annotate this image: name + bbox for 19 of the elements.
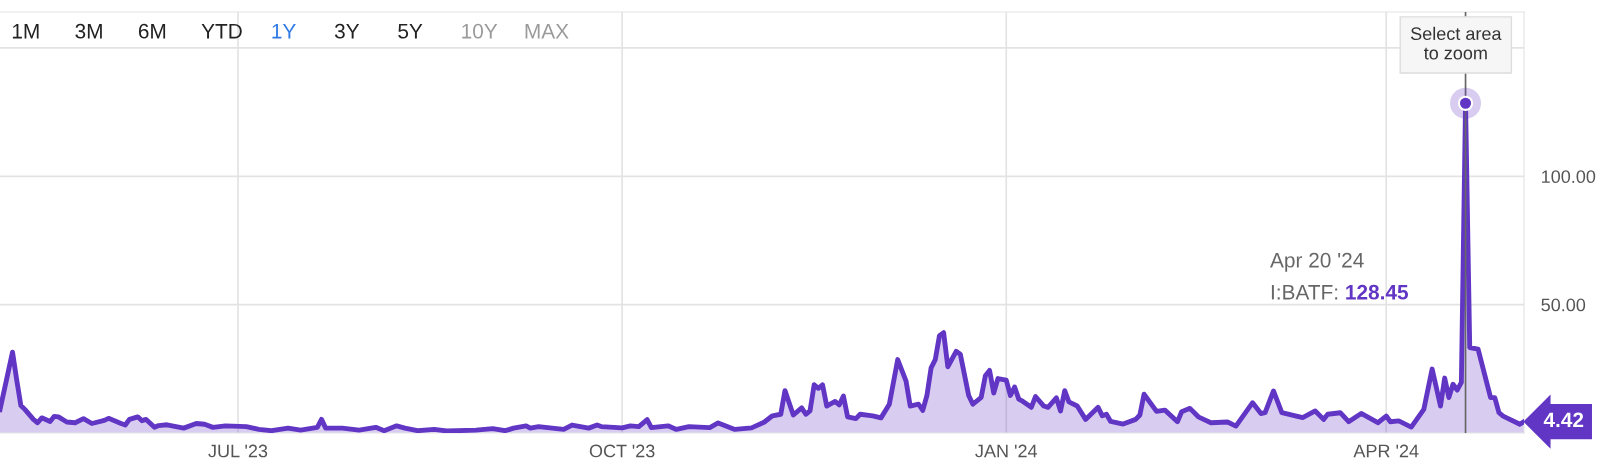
x-tick-label: JUL '23 xyxy=(208,444,268,458)
y-tick-label: 50.00 xyxy=(1541,298,1586,312)
annotation: 6M xyxy=(138,23,166,39)
annotation: 10Y xyxy=(462,23,498,39)
annotation: 5Y xyxy=(398,24,423,39)
annotation: Apr 20 '24 xyxy=(1270,252,1364,272)
x-tick-label: OCT '23 xyxy=(589,444,655,458)
annotation: 1Y xyxy=(272,24,296,39)
annotation: I:BATF: 128.45 xyxy=(1271,284,1409,300)
annotation: 1M xyxy=(12,24,39,39)
x-tick-label: JAN '24 xyxy=(975,444,1038,458)
annotation: 3Y xyxy=(334,23,360,39)
annotation: Select area to zoom xyxy=(1410,26,1502,60)
annotation: 3M xyxy=(75,23,102,39)
y-tick-label: 100.00 xyxy=(1542,170,1596,184)
x-tick-label: APR '24 xyxy=(1353,444,1419,458)
data-label: 4.42 xyxy=(1543,412,1584,428)
annotation: YTD xyxy=(201,24,242,39)
annotation: MAX xyxy=(525,24,569,39)
